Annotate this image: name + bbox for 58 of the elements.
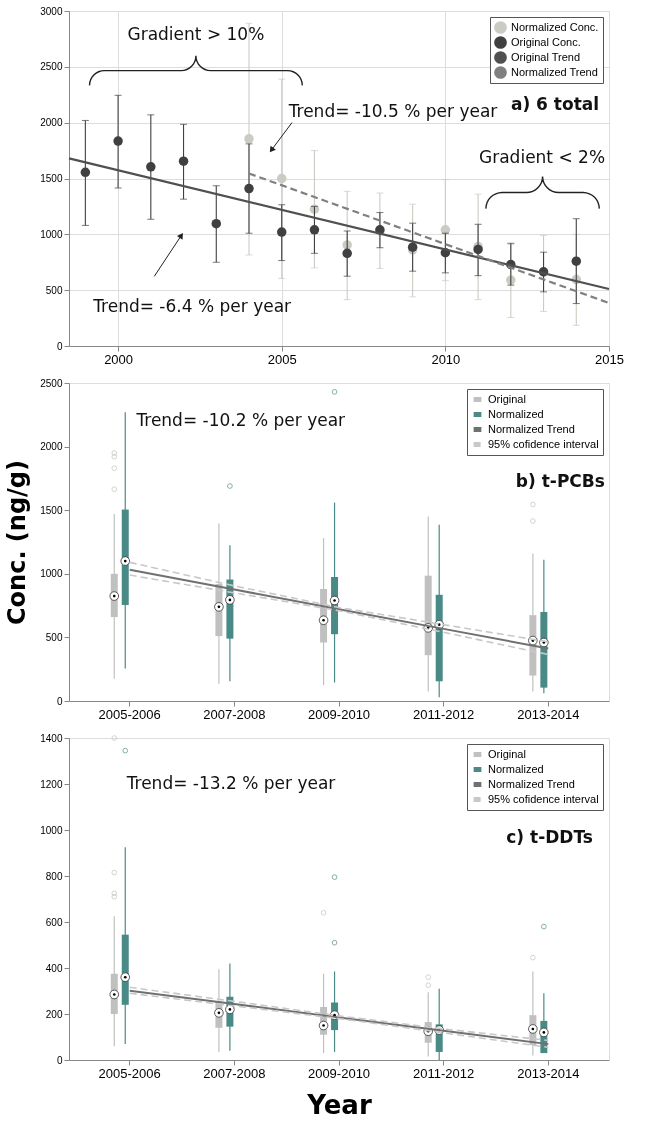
y-tick-label: 0 xyxy=(56,1054,63,1066)
x-tick-label: 2000 xyxy=(104,351,134,367)
y-tick-label: 1000 xyxy=(40,228,63,240)
y-tick-label: 500 xyxy=(45,631,63,643)
annotation: Trend= -6.4 % per year xyxy=(92,295,292,316)
annotation: Trend= -13.2 % per year xyxy=(125,773,336,794)
x-tick-label: 2011-2012 xyxy=(413,706,475,722)
legend-label: Normalized xyxy=(488,407,544,420)
annotation: Gradient < 2% xyxy=(479,147,606,168)
x-axis-title: Year xyxy=(306,1089,372,1120)
y-tick-label: 1500 xyxy=(40,173,63,184)
legend-label: Original Conc. xyxy=(511,35,581,48)
legend-label: 95% cofidence interval xyxy=(488,437,599,450)
x-tick-label: 2015 xyxy=(595,351,624,367)
y-tick-label: 1400 xyxy=(40,732,63,744)
legend-label: 95% cofidence interval xyxy=(488,792,599,805)
y-tick-label: 1000 xyxy=(40,824,63,836)
annotation: Trend= -10.5 % per year xyxy=(287,100,498,121)
y-tick-label: 500 xyxy=(45,284,63,296)
x-tick-label: 2010 xyxy=(431,351,461,367)
x-tick-label: 2005-2006 xyxy=(98,1065,161,1081)
legend-label: Original xyxy=(488,747,526,760)
y-tick-label: 3000 xyxy=(40,5,63,17)
text: a) 6 total xyxy=(510,93,600,114)
legend-label: Normalized Trend xyxy=(488,422,575,435)
legend-label: Normalized Conc. xyxy=(511,20,599,33)
x-tick-label: 2007-2008 xyxy=(203,1065,266,1081)
y-tick-label: 2000 xyxy=(40,117,63,129)
x-tick-label: 2005-2006 xyxy=(98,706,161,722)
y-tick-label: 2500 xyxy=(40,377,63,389)
y-tick-label: 1000 xyxy=(40,568,63,580)
y-tick-label: 400 xyxy=(45,962,63,974)
y-axis-title: Conc. (ng/g) xyxy=(3,459,32,626)
y-tick-label: 2000 xyxy=(40,441,63,453)
x-tick-label: 2009-2010 xyxy=(307,706,371,722)
x-tick-label: 2011-2012 xyxy=(413,1065,475,1081)
legend-label: Normalized Trend xyxy=(488,777,575,790)
legend-label: Normalized xyxy=(488,762,544,775)
x-tick-label: 2005 xyxy=(267,351,297,367)
x-tick-label: 2007-2008 xyxy=(203,706,266,722)
legend-label: Normalized Trend xyxy=(511,65,598,78)
text: b) t-PCBs xyxy=(515,470,605,491)
y-tick-label: 0 xyxy=(56,340,63,352)
y-tick-label: 2500 xyxy=(40,61,63,73)
y-tick-label: 200 xyxy=(45,1008,63,1020)
y-tick-label: 1500 xyxy=(40,504,63,516)
x-tick-label: 2013-2014 xyxy=(517,1065,580,1081)
y-tick-label: 600 xyxy=(45,916,63,928)
annotation: Trend= -10.2 % per year xyxy=(135,410,346,431)
text: c) t-DDTs xyxy=(506,826,593,847)
legend-label: Original Trend xyxy=(511,50,581,63)
x-tick-label: 2009-2010 xyxy=(307,1065,371,1081)
y-tick-label: 800 xyxy=(45,870,63,882)
annotation: Gradient > 10% xyxy=(127,24,265,45)
y-tick-label: 1200 xyxy=(40,778,63,790)
y-tick-label: 0 xyxy=(56,695,63,707)
legend-label: Original xyxy=(488,392,526,405)
x-tick-label: 2013-2014 xyxy=(517,706,580,722)
